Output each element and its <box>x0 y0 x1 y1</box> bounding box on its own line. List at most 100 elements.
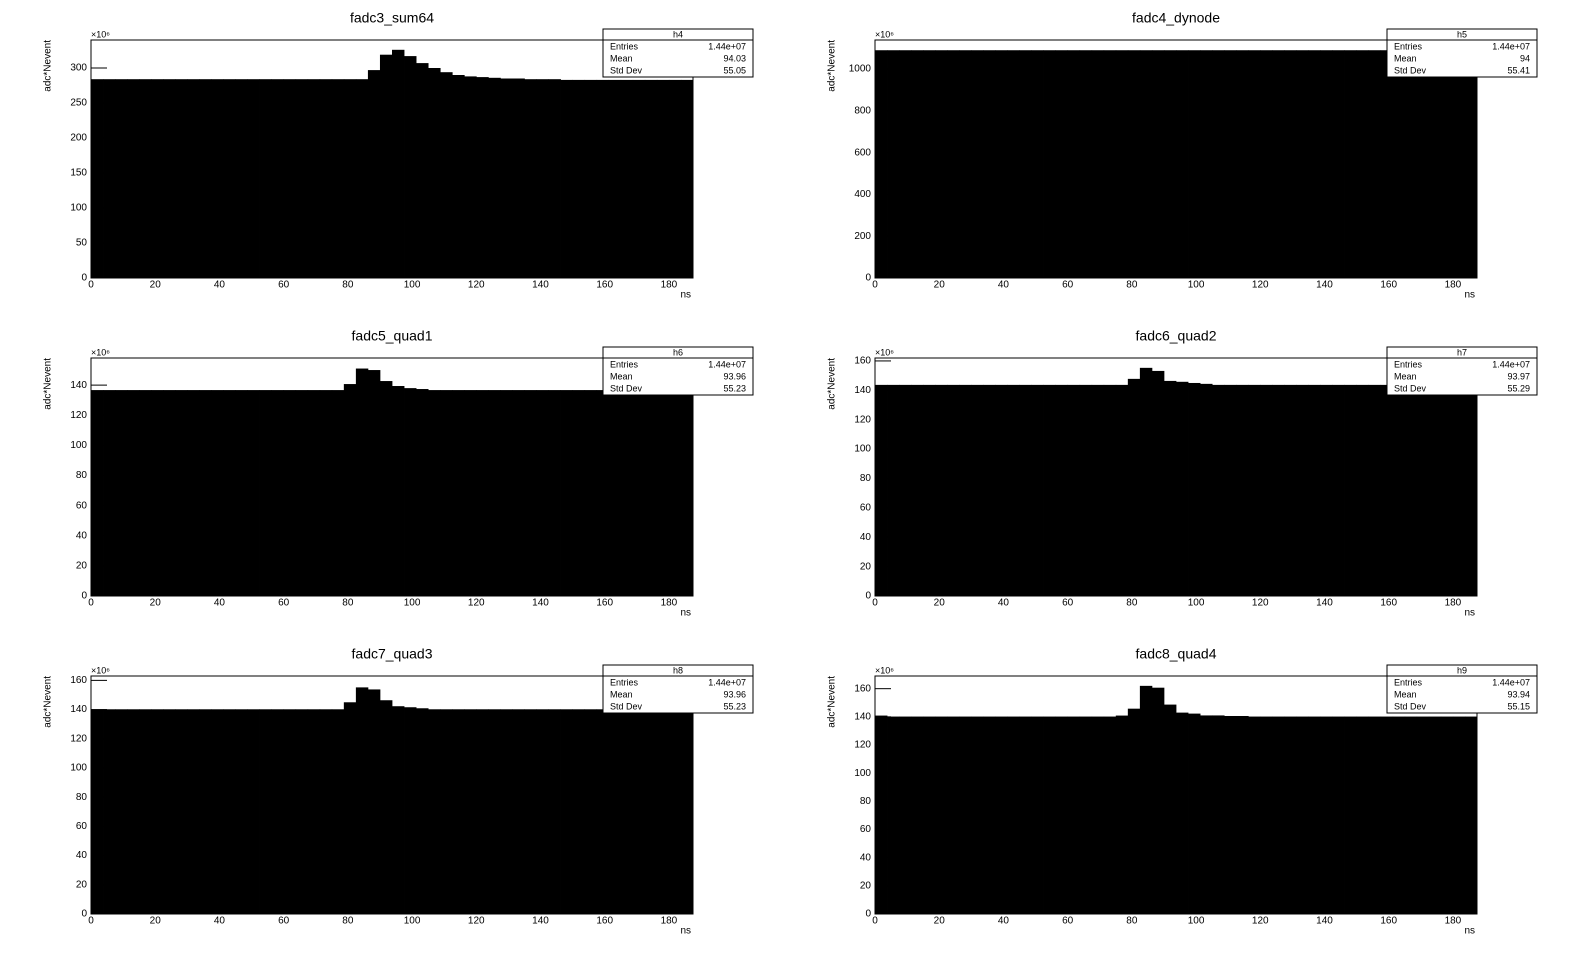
bin <box>307 390 321 596</box>
bin <box>995 384 1008 596</box>
y-tick-label: 120 <box>70 410 87 421</box>
x-tick-label: 160 <box>596 598 613 609</box>
x-tick-label: 80 <box>342 916 354 927</box>
frame <box>874 39 1478 279</box>
bin <box>1356 384 1370 596</box>
bin <box>343 702 357 914</box>
bin <box>1031 50 1044 279</box>
bin <box>572 390 586 596</box>
x-tick-label: 40 <box>998 598 1010 609</box>
bin <box>343 79 357 278</box>
bin <box>1440 716 1454 914</box>
bin <box>1368 716 1382 914</box>
bin <box>355 79 369 278</box>
x-tick-label: 140 <box>1316 598 1333 609</box>
y-axis-label: adc*Nevent <box>827 358 838 410</box>
bin <box>680 709 694 914</box>
bin <box>1236 50 1249 279</box>
bin <box>1248 716 1261 914</box>
bin <box>899 50 912 279</box>
stats-label: Mean <box>610 689 633 699</box>
bin <box>1176 712 1189 914</box>
bin <box>151 709 164 914</box>
stats-value: 1.44e+07 <box>1492 41 1530 51</box>
y-tick-label: 0 <box>865 591 871 602</box>
bin <box>680 79 694 279</box>
stats-label: Std Dev <box>610 701 643 711</box>
bin <box>103 709 116 914</box>
x-tick-label: 180 <box>661 916 678 927</box>
bin <box>596 709 610 914</box>
bin <box>947 384 960 596</box>
stats-value: 1.44e+07 <box>1492 359 1530 369</box>
bin <box>947 716 960 914</box>
bin <box>596 79 610 279</box>
x-axis-label: ns <box>680 290 691 301</box>
y-tick-label: 300 <box>70 63 87 74</box>
y-tick-label: 120 <box>854 414 871 425</box>
y-tick-label: 60 <box>860 824 872 835</box>
stats-label: Entries <box>610 677 639 687</box>
bin <box>1428 50 1442 279</box>
bin <box>656 390 670 596</box>
bin <box>1200 50 1213 279</box>
bin <box>1055 384 1069 596</box>
bin <box>1079 716 1093 914</box>
x-tick-label: 180 <box>661 280 678 291</box>
bin <box>1055 50 1069 279</box>
bin <box>584 390 598 596</box>
bin <box>1248 384 1261 596</box>
x-tick-label: 100 <box>404 598 421 609</box>
bin <box>1416 716 1430 914</box>
x-tick-label: 0 <box>88 598 94 609</box>
bin <box>331 709 345 914</box>
x-tick-label: 20 <box>934 916 946 927</box>
bin <box>428 390 441 596</box>
bin <box>319 390 333 596</box>
stats-box <box>602 346 754 396</box>
bin <box>911 716 924 914</box>
bin <box>1115 384 1129 596</box>
x-tick-label: 100 <box>1188 280 1205 291</box>
stats-value: 1.44e+07 <box>1492 677 1530 687</box>
y-tick-label: 100 <box>70 440 87 451</box>
bin <box>1224 384 1237 596</box>
stats-value: 55.05 <box>723 65 746 75</box>
bin <box>211 79 224 278</box>
bin <box>1200 383 1213 596</box>
x-tick-label: 40 <box>214 598 226 609</box>
y-tick-label: 80 <box>860 796 872 807</box>
bin <box>1332 384 1345 596</box>
bin <box>1151 370 1165 596</box>
bin <box>1163 50 1177 279</box>
x-axis-label: ns <box>1464 926 1475 937</box>
bin <box>1452 50 1466 279</box>
bin <box>1392 384 1406 596</box>
y-tick-label: 40 <box>860 852 872 863</box>
bin <box>392 706 405 914</box>
bin <box>1019 384 1032 596</box>
bin <box>307 709 321 914</box>
histogram-panel: fadc6_quad2 0 20 40 60 80 100 120 140 160 0 20 40 60 8… <box>827 328 1538 619</box>
bin <box>680 390 694 596</box>
bin <box>223 390 236 596</box>
frame <box>90 357 694 597</box>
y-tick-label: 140 <box>854 711 871 722</box>
x-tick-label: 120 <box>1252 598 1269 609</box>
stats-name: h7 <box>1457 347 1467 357</box>
bin <box>1392 50 1406 279</box>
bin <box>295 709 309 914</box>
bin <box>319 709 333 914</box>
bin <box>644 390 658 596</box>
bin <box>632 390 646 596</box>
y-multiplier: ×10⁶ <box>875 29 894 39</box>
bin <box>572 79 586 279</box>
y-axis-label: adc*Nevent <box>827 676 838 728</box>
bin <box>139 709 152 914</box>
bin <box>1031 716 1044 914</box>
bin <box>1392 716 1406 914</box>
bin <box>644 79 658 279</box>
x-tick-label: 60 <box>1062 280 1074 291</box>
bin <box>379 700 393 914</box>
